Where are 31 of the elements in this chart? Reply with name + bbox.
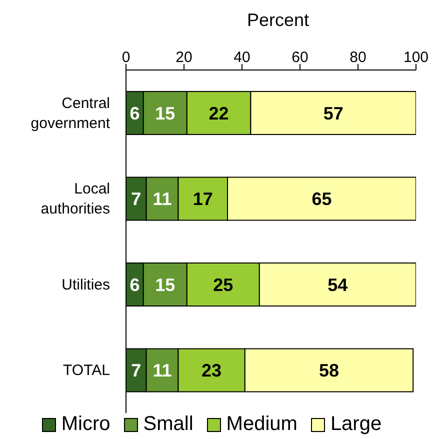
x-axis-title: Percent [246, 9, 310, 32]
legend-label: Micro [60, 413, 110, 436]
data-label: 15 [155, 103, 176, 124]
legend-label: Medium [225, 413, 298, 436]
data-label: 17 [192, 189, 213, 210]
legend-label: Small [142, 413, 194, 436]
data-label: 65 [312, 189, 332, 210]
data-label: 11 [152, 360, 172, 381]
x-tick-label: 80 [350, 49, 366, 66]
x-tick-label: 100 [403, 49, 429, 66]
data-label: 54 [328, 274, 348, 295]
legend-label: Large [329, 413, 382, 436]
data-label: 15 [155, 274, 176, 295]
y-tick-label: TOTAL [63, 362, 110, 380]
data-label: 7 [131, 189, 142, 210]
data-label: 25 [213, 274, 234, 295]
x-tick-label: 40 [234, 49, 250, 66]
x-tick-label: 20 [176, 49, 192, 66]
data-label: 7 [131, 360, 142, 381]
data-label: 11 [152, 189, 172, 210]
y-tick-label: Central government [30, 94, 111, 132]
data-label: 22 [208, 103, 229, 124]
x-tick-label: 0 [122, 49, 130, 66]
data-label: 23 [202, 360, 222, 381]
data-label: 57 [323, 103, 344, 124]
data-label: 58 [318, 360, 340, 381]
y-tick-label: Utilities [62, 276, 110, 294]
data-label: 6 [130, 274, 140, 295]
x-tick-label: 60 [292, 49, 308, 66]
data-label: 6 [130, 103, 140, 124]
y-tick-label: Local authorities [40, 180, 110, 218]
